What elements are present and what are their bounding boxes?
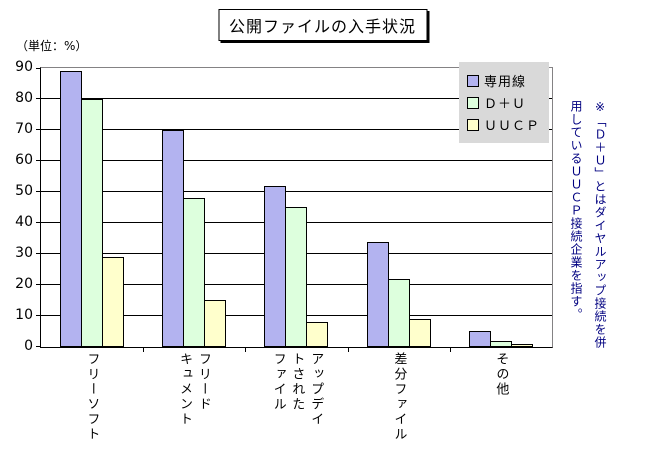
bar-専用線	[366, 242, 389, 347]
y-axis-label: 50	[15, 183, 33, 199]
bar-ＵＵＣＰ	[102, 257, 125, 347]
y-axis-label: 10	[15, 307, 33, 323]
bar-Ｄ＋Ｕ	[183, 198, 206, 347]
x-axis-tick	[245, 347, 246, 352]
legend-label: Ｄ＋Ｕ	[484, 97, 527, 112]
bar-group	[348, 68, 450, 347]
y-axis-tick	[36, 222, 41, 223]
y-axis-tick	[36, 98, 41, 99]
legend-item: Ｄ＋Ｕ	[467, 93, 540, 112]
legend: 専用線 Ｄ＋Ｕ ＵＵＣＰ	[459, 62, 550, 143]
bar-専用線	[162, 130, 185, 347]
bar-group	[143, 68, 245, 347]
y-axis-label: 70	[15, 121, 33, 137]
bar-ＵＵＣＰ	[204, 300, 227, 347]
category-label: フリード キュメント	[177, 352, 211, 427]
bar-ＵＵＣＰ	[408, 319, 431, 347]
y-axis-tick	[36, 253, 41, 254]
y-axis-tick	[36, 315, 41, 316]
legend-label: ＵＵＣＰ	[484, 119, 541, 134]
legend-swatch-icon	[467, 118, 479, 131]
bar-ＵＵＣＰ	[510, 344, 533, 347]
y-axis-tick	[36, 346, 41, 347]
legend-item: 専用線	[467, 71, 540, 90]
gridline	[41, 160, 552, 161]
legend-swatch-icon	[467, 96, 479, 109]
y-axis-label: 60	[15, 152, 33, 168]
bar-Ｄ＋Ｕ	[285, 207, 308, 347]
bar-ＵＵＣＰ	[306, 322, 329, 347]
bar-group	[41, 68, 143, 347]
unit-label: （単位：%）	[16, 39, 88, 53]
y-axis-tick	[36, 160, 41, 161]
y-axis-tick	[36, 284, 41, 285]
y-axis-label: 40	[15, 214, 33, 230]
legend-item: ＵＵＣＰ	[467, 115, 540, 134]
x-axis-tick	[143, 347, 144, 352]
y-axis-label: 20	[15, 276, 33, 292]
y-axis-label: 80	[15, 90, 33, 106]
bar-専用線	[264, 186, 287, 347]
footnote: ※「Ｄ＋Ｕ」とはダイヤルアップ接続を併 用しているＵＵＣＰ接続企業を指す。	[569, 100, 607, 349]
bar-Ｄ＋Ｕ	[81, 99, 104, 347]
y-axis-label: 0	[24, 338, 33, 354]
category-label: 差分ファイル	[391, 352, 407, 442]
category-label: アップデイ トされた ファイル	[270, 352, 324, 427]
y-axis-tick	[36, 68, 41, 69]
x-axis-tick	[348, 347, 349, 352]
gridline	[41, 129, 552, 130]
category-label: フリーソフト	[84, 352, 100, 442]
y-axis-label: 30	[15, 245, 33, 261]
bar-group	[245, 68, 347, 347]
legend-label: 専用線	[484, 75, 527, 90]
category-label: その他	[493, 352, 509, 397]
bar-group	[450, 68, 552, 347]
gridline	[41, 98, 552, 99]
bar-専用線	[60, 71, 83, 347]
y-axis-label: 90	[15, 59, 33, 75]
bar-Ｄ＋Ｕ	[387, 279, 410, 347]
legend-swatch-icon	[467, 74, 479, 87]
y-axis-tick	[36, 191, 41, 192]
y-axis-tick	[36, 129, 41, 130]
gridline	[41, 191, 552, 192]
bar-Ｄ＋Ｕ	[489, 341, 512, 347]
chart-title: 公開ファイルの入手状況	[217, 9, 428, 41]
x-axis-tick	[450, 347, 451, 352]
bar-専用線	[468, 331, 491, 347]
